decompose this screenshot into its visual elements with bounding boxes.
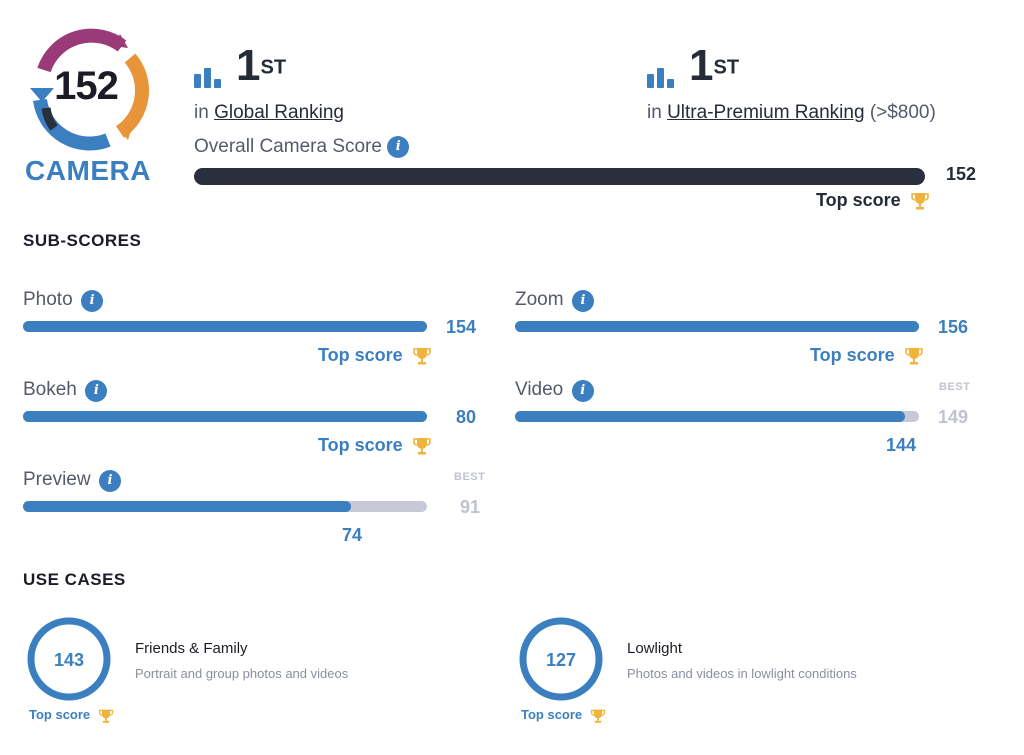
- zoom-value: 156: [938, 317, 969, 337]
- friends-family-description: Portrait and group photos and videos: [135, 666, 349, 681]
- info-icon[interactable]: i: [85, 379, 108, 402]
- overall-score-row: Overall Camera Score i: [194, 136, 410, 158]
- info-icon[interactable]: i: [81, 289, 104, 312]
- ranking-bars-icon: [194, 68, 224, 88]
- overall-top-score: Top score: [816, 190, 930, 211]
- preview-best-value: 91: [460, 497, 481, 517]
- trophy-icon: [910, 193, 929, 210]
- trophy-icon: [590, 709, 605, 723]
- camera-score-badge-value: 152: [54, 64, 119, 108]
- zoom-subscore: Zoom i: [515, 289, 595, 312]
- video-bar-fill: [515, 411, 906, 422]
- ultra-premium-ranking-link[interactable]: Ultra-Premium Ranking: [667, 102, 865, 123]
- photo-bar-fill: [23, 321, 427, 332]
- preview-label: Preview: [23, 469, 91, 490]
- lowlight-score: 127: [545, 650, 577, 670]
- top-score-label: Top score: [816, 190, 901, 210]
- use-cases-title: USE CASES: [23, 570, 126, 589]
- lowlight-title: Lowlight: [627, 640, 683, 657]
- top-score-label: Top score: [810, 345, 895, 365]
- global-rank-number: 1: [236, 41, 261, 90]
- friends-family-top-score: Top score: [29, 707, 114, 724]
- bokeh-value: 80: [456, 407, 477, 427]
- ultra-premium-ranking: 1ST in Ultra-Premium Ranking (>$800): [647, 44, 936, 124]
- info-icon[interactable]: i: [571, 379, 594, 402]
- photo-value: 154: [446, 317, 477, 337]
- global-rank-suffix: ST: [260, 56, 287, 79]
- zoom-bar-fill: [515, 321, 919, 332]
- bokeh-subscore: Bokeh i: [23, 379, 108, 402]
- photo-label: Photo: [23, 289, 73, 310]
- top-score-label: Top score: [521, 707, 583, 722]
- global-ranking: 1ST in Global Ranking: [194, 44, 344, 124]
- video-label: Video: [515, 379, 564, 400]
- bokeh-bar-track: [23, 411, 427, 422]
- global-ranking-link[interactable]: Global Ranking: [214, 102, 344, 123]
- friends-family-score: 143: [53, 650, 85, 670]
- lowlight-description: Photos and videos in lowlight conditions: [627, 666, 857, 681]
- photo-top-score: Top score: [318, 345, 432, 366]
- top-score-label: Top score: [318, 345, 403, 365]
- lowlight-score-ring: [519, 617, 603, 701]
- photo-subscore: Photo i: [23, 289, 104, 312]
- global-rank-prefix: in: [194, 102, 209, 123]
- trophy-icon: [412, 438, 431, 455]
- photo-bar-track: [23, 321, 427, 332]
- camera-badge-label: CAMERA: [25, 155, 151, 186]
- price-segment: (>$800): [869, 102, 936, 123]
- info-icon[interactable]: i: [572, 289, 595, 312]
- segment-rank-suffix: ST: [713, 56, 740, 79]
- overall-score-label: Overall Camera Score: [194, 136, 382, 158]
- bokeh-label: Bokeh: [23, 379, 77, 400]
- friends-family-score-ring: [27, 617, 111, 701]
- preview-value: 74: [342, 525, 363, 545]
- ranking-bars-icon: [647, 68, 677, 88]
- video-subscore: Video i: [515, 379, 594, 402]
- info-icon[interactable]: i: [99, 469, 122, 492]
- lowlight-top-score: Top score: [521, 707, 606, 724]
- segment-rank-number: 1: [689, 41, 714, 90]
- video-best-value: 149: [938, 407, 969, 427]
- trophy-icon: [98, 709, 113, 723]
- trophy-icon: [904, 348, 923, 365]
- top-score-label: Top score: [29, 707, 91, 722]
- overall-score-value: 152: [946, 164, 977, 184]
- zoom-bar-track: [515, 321, 919, 332]
- segment-rank-prefix: in: [647, 102, 662, 123]
- camera-score-badge-ring: [30, 28, 150, 151]
- preview-best-tag: BEST: [454, 471, 486, 483]
- video-bar-track: [515, 411, 919, 422]
- friends-family-title: Friends & Family: [135, 640, 248, 657]
- bokeh-bar-fill: [23, 411, 427, 422]
- trophy-icon: [412, 348, 431, 365]
- zoom-label: Zoom: [515, 289, 564, 310]
- zoom-top-score: Top score: [810, 345, 924, 366]
- video-best-tag: BEST: [939, 381, 971, 393]
- top-score-label: Top score: [318, 435, 403, 455]
- bokeh-top-score: Top score: [318, 435, 432, 456]
- info-icon[interactable]: i: [387, 136, 410, 158]
- video-value: 144: [886, 435, 917, 455]
- sub-scores-title: SUB-SCORES: [23, 231, 142, 250]
- preview-bar-fill: [23, 501, 352, 512]
- preview-bar-track: [23, 501, 427, 512]
- overall-score-bar: [194, 168, 925, 185]
- preview-subscore: Preview i: [23, 469, 122, 492]
